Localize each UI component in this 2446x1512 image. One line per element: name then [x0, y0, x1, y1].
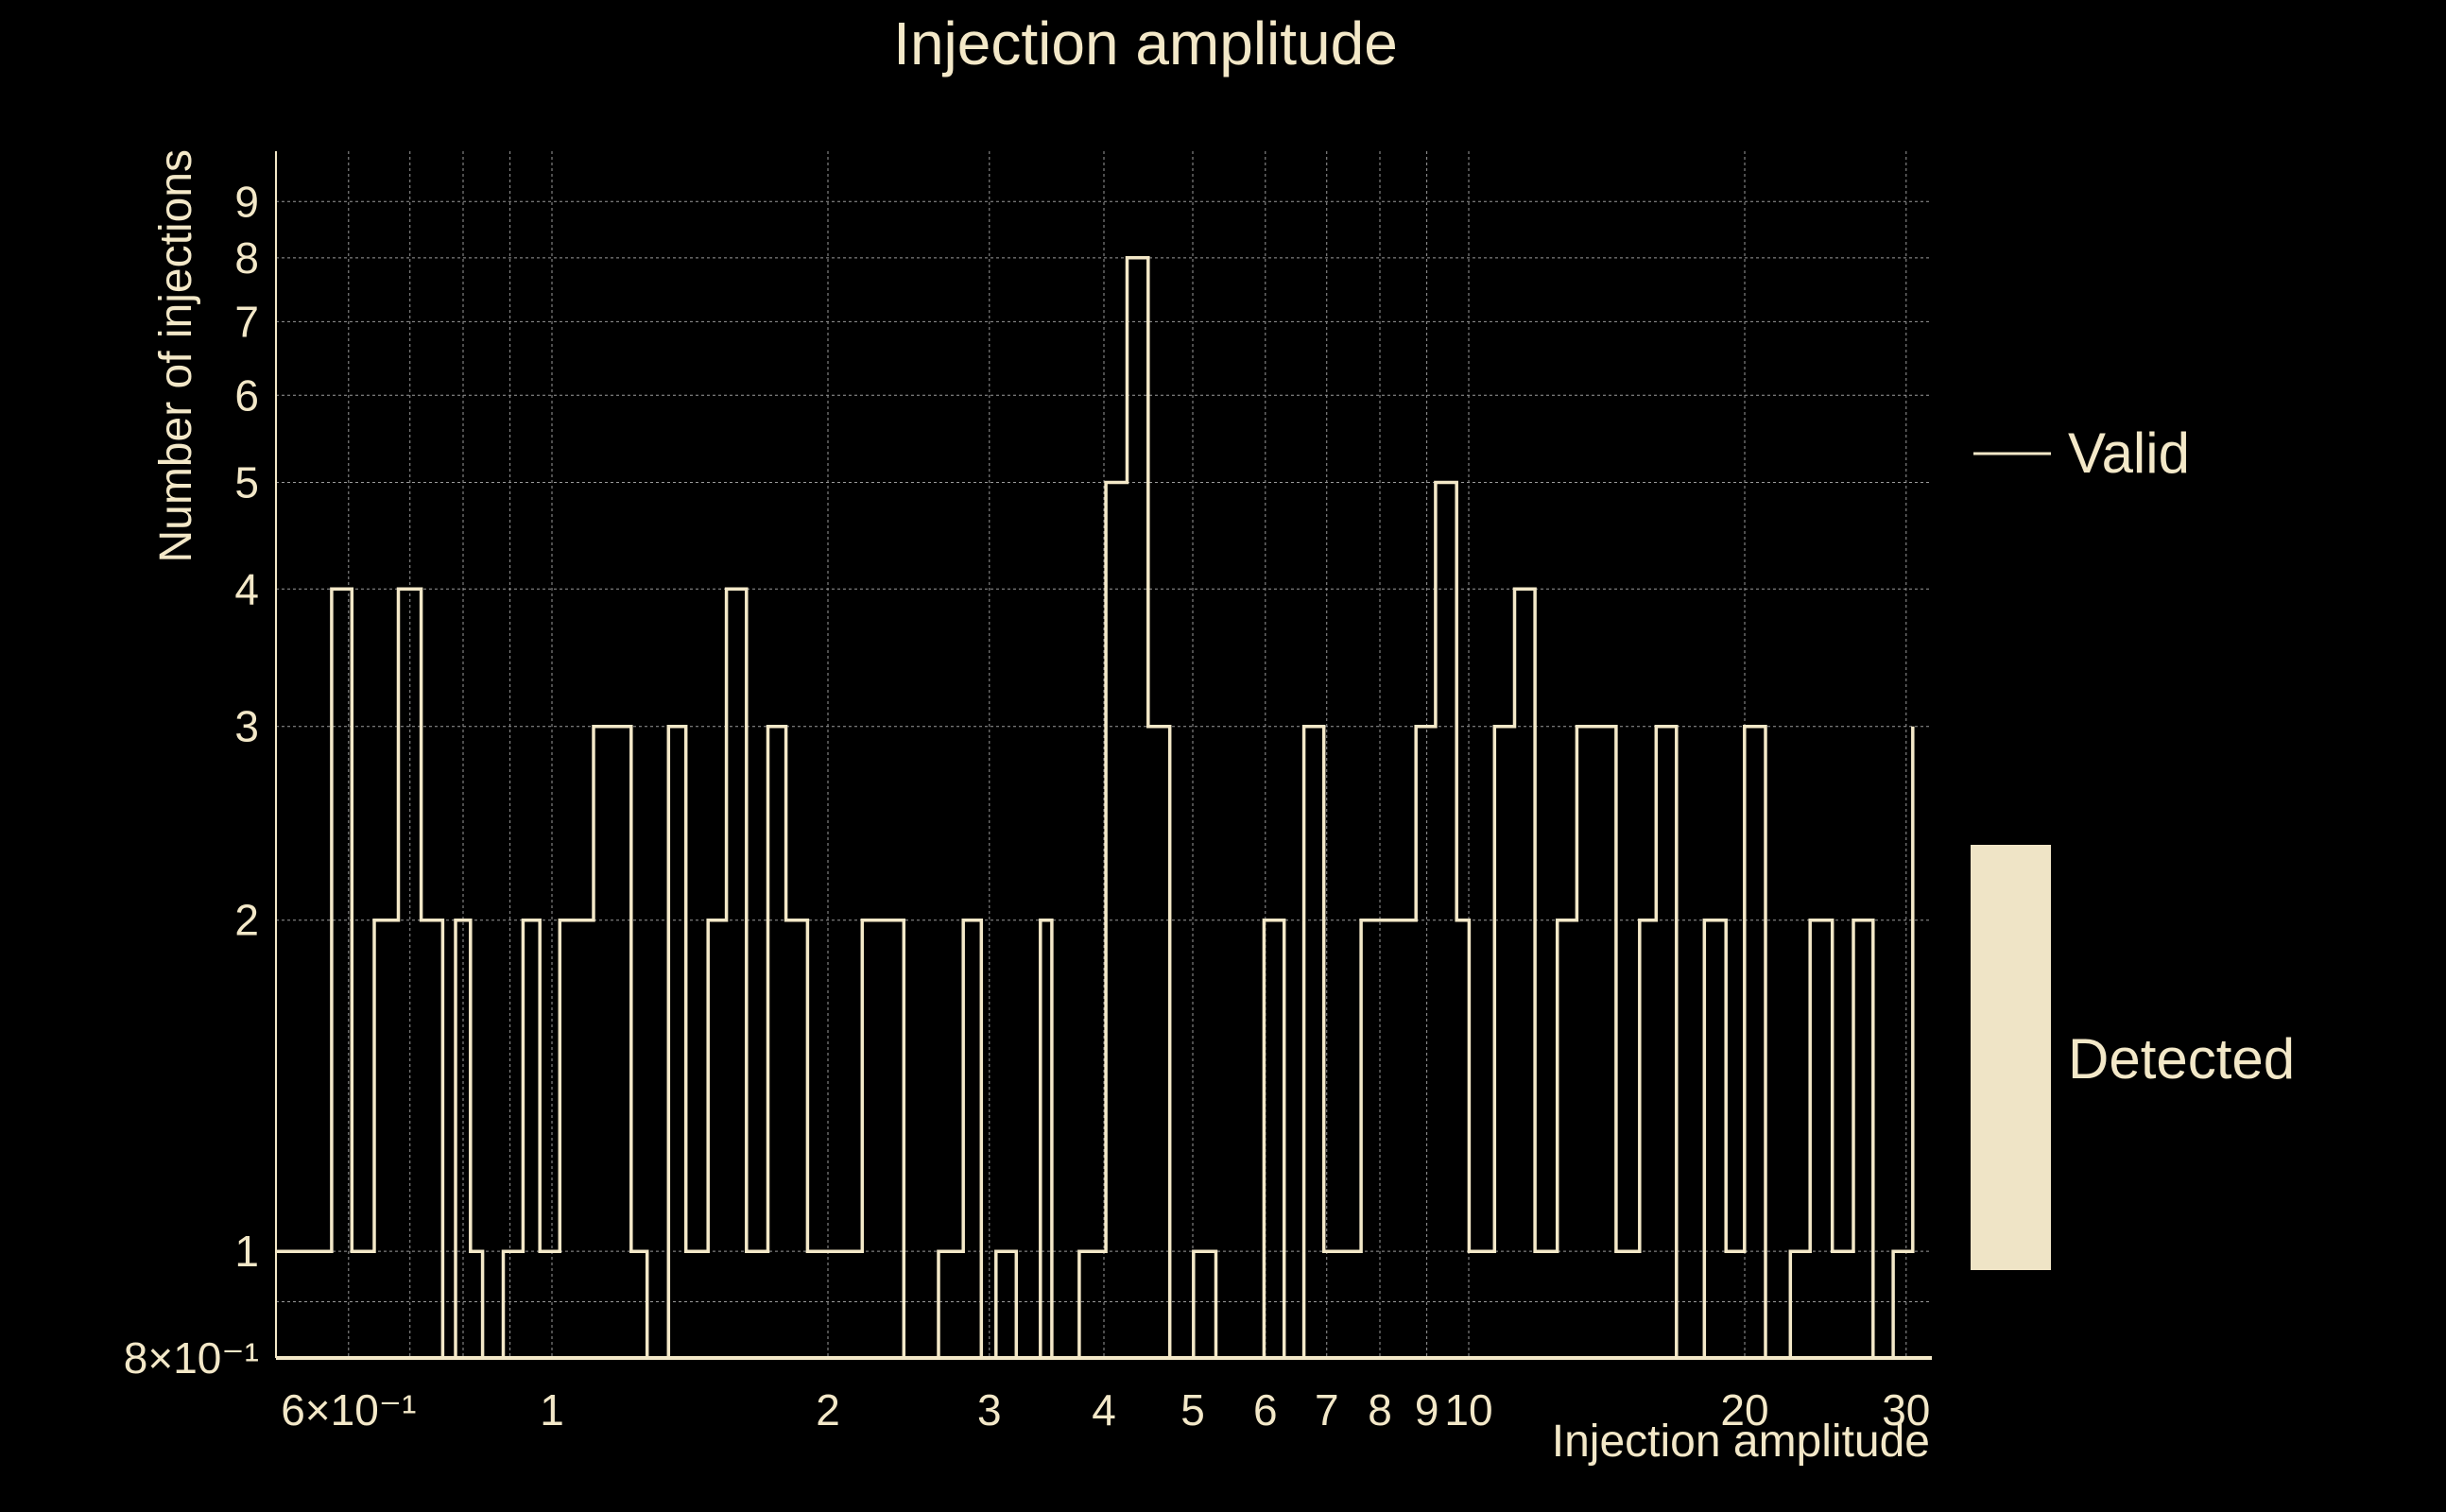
- legend-detected-swatch: [1971, 845, 2051, 1270]
- series-layer: [276, 256, 1915, 1360]
- y-tick-label: 3: [234, 702, 259, 751]
- y-tick-label: 2: [234, 896, 259, 945]
- x-tick-label: 4: [1092, 1385, 1116, 1435]
- y-tick-label: 7: [234, 297, 259, 346]
- y-tick-label: 4: [234, 564, 259, 613]
- y-tick-label: 9: [234, 177, 259, 226]
- valid-step-line: [276, 256, 1915, 1360]
- x-tick-label: 5: [1180, 1385, 1205, 1435]
- y-axis-label: Number of injections: [151, 149, 201, 563]
- x-tick-label: 2: [816, 1385, 840, 1435]
- x-tick-label: 6×10⁻¹: [281, 1385, 416, 1435]
- x-tick-label: 9: [1415, 1385, 1439, 1435]
- axes: [275, 151, 1932, 1360]
- legend-detected-label: Detected: [2068, 1027, 2295, 1091]
- y-tick-label: 8×10⁻¹: [124, 1333, 259, 1383]
- x-tick-label: 1: [540, 1385, 564, 1435]
- x-tick-label: 8: [1368, 1385, 1392, 1435]
- y-tick-label: 1: [234, 1227, 259, 1276]
- chart-title: Injection amplitude: [893, 9, 1398, 77]
- y-tick-labels: 8×10⁻¹ 1 2 3 4 5 6 7 8 9: [124, 177, 259, 1383]
- x-tick-label: 6: [1253, 1385, 1278, 1435]
- x-tick-label: 7: [1315, 1385, 1339, 1435]
- x-tick-label: 30: [1882, 1385, 1930, 1435]
- x-axis-label: Injection amplitude: [1552, 1417, 1930, 1467]
- y-tick-label: 8: [234, 233, 259, 283]
- x-tick-label: 10: [1444, 1385, 1492, 1435]
- y-tick-label: 5: [234, 457, 259, 507]
- x-tick-label: 20: [1720, 1385, 1768, 1435]
- y-tick-label: 6: [234, 370, 259, 420]
- legend-valid-label: Valid: [2068, 421, 2190, 485]
- legend: Valid Detected: [1971, 421, 2295, 1270]
- x-tick-label: 3: [977, 1385, 1002, 1435]
- x-tick-labels: 6×10⁻¹ 1 2 3 4 5 6 7 8 9 10 20 30: [281, 1385, 1930, 1435]
